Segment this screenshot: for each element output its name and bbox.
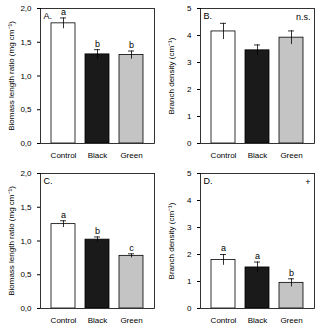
svg-text:Black: Black <box>88 151 109 160</box>
svg-text:2,0: 2,0 <box>20 4 32 13</box>
svg-text:Green: Green <box>120 316 142 325</box>
svg-text:Black: Black <box>88 316 109 325</box>
svg-text:1,5: 1,5 <box>20 203 32 212</box>
svg-text:Control: Control <box>211 316 237 325</box>
svg-text:0: 0 <box>187 139 192 148</box>
svg-text:Control: Control <box>51 151 77 160</box>
svg-text:a: a <box>61 7 66 17</box>
svg-text:1,5: 1,5 <box>20 38 32 47</box>
svg-text:5: 5 <box>187 4 192 13</box>
svg-text:5: 5 <box>187 169 192 178</box>
svg-text:1,0: 1,0 <box>20 237 32 246</box>
svg-text:A.: A. <box>44 11 53 21</box>
svg-text:C.: C. <box>44 176 53 186</box>
svg-text:a: a <box>255 251 260 261</box>
svg-text:4: 4 <box>187 31 192 40</box>
svg-text:Branch density (cm⁻¹): Branch density (cm⁻¹) <box>167 37 176 114</box>
svg-text:Black: Black <box>248 316 269 325</box>
svg-text:3: 3 <box>187 58 192 67</box>
svg-text:4: 4 <box>187 196 192 205</box>
svg-text:D.: D. <box>204 176 213 186</box>
svg-text:Green: Green <box>280 316 302 325</box>
svg-text:Green: Green <box>120 151 142 160</box>
svg-text:Control: Control <box>51 316 77 325</box>
svg-text:Control: Control <box>211 151 237 160</box>
svg-text:n.s.: n.s. <box>296 12 311 22</box>
svg-text:+: + <box>305 177 310 187</box>
svg-text:Black: Black <box>248 151 269 160</box>
svg-text:Biomass length ratio (mg cm⁻¹): Biomass length ratio (mg cm⁻¹) <box>7 21 16 131</box>
svg-text:2,0: 2,0 <box>20 169 32 178</box>
svg-text:b: b <box>95 39 100 49</box>
svg-text:2: 2 <box>187 85 192 94</box>
svg-text:a: a <box>61 210 66 220</box>
svg-text:1: 1 <box>187 112 192 121</box>
svg-text:1: 1 <box>187 277 192 286</box>
svg-text:Biomass length ratio (mg cm⁻¹): Biomass length ratio (mg cm⁻¹) <box>7 186 16 296</box>
svg-text:a: a <box>221 243 226 253</box>
svg-text:b: b <box>129 40 134 50</box>
svg-text:B.: B. <box>204 11 213 21</box>
svg-text:b: b <box>95 226 100 236</box>
svg-text:Green: Green <box>280 151 302 160</box>
svg-text:b: b <box>289 268 294 278</box>
svg-text:0,0: 0,0 <box>20 139 32 148</box>
svg-text:Branch density (cm⁻¹): Branch density (cm⁻¹) <box>167 202 176 279</box>
svg-text:c: c <box>129 243 134 253</box>
svg-text:1,0: 1,0 <box>20 72 32 81</box>
svg-text:2: 2 <box>187 250 192 259</box>
svg-text:0,5: 0,5 <box>20 105 32 114</box>
svg-text:0,0: 0,0 <box>20 304 32 313</box>
svg-text:3: 3 <box>187 223 192 232</box>
svg-text:0: 0 <box>187 304 192 313</box>
svg-text:0,5: 0,5 <box>20 270 32 279</box>
